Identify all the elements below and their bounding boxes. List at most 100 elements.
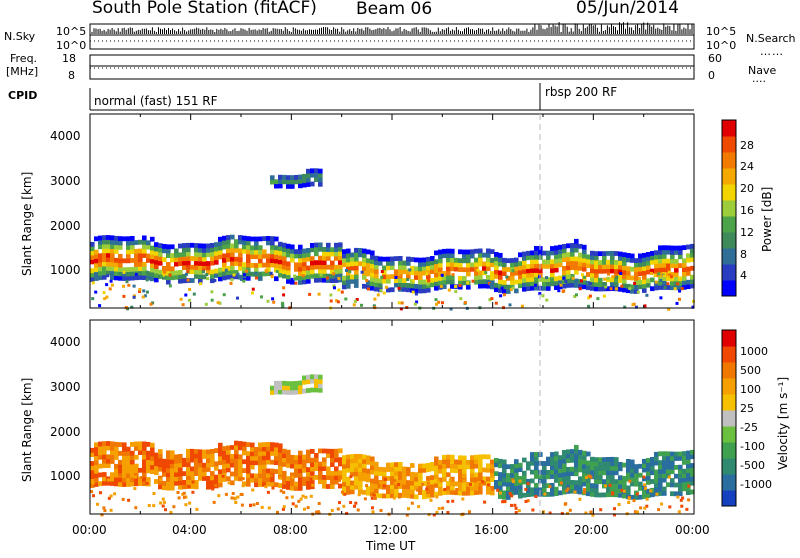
data-cell — [234, 243, 239, 249]
data-cell — [554, 249, 559, 255]
data-cell — [666, 276, 671, 282]
scatter-cell — [490, 297, 494, 301]
data-cell — [210, 251, 215, 257]
data-cell — [310, 479, 315, 485]
data-cell — [674, 259, 679, 264]
scatter-cell — [678, 297, 681, 301]
data-cell — [174, 270, 179, 276]
data-cell — [474, 481, 479, 487]
data-cell — [686, 490, 691, 495]
nsky-tick-high: 10^5 — [56, 25, 87, 38]
data-cell — [394, 479, 399, 485]
data-cell — [638, 472, 643, 478]
data-cell — [126, 482, 131, 487]
data-cell — [126, 271, 131, 277]
data-cell — [190, 256, 195, 261]
data-cell — [198, 471, 203, 477]
data-cell — [470, 472, 475, 478]
data-cell — [318, 264, 323, 270]
data-cell — [338, 483, 343, 489]
nsky-trace — [89, 22, 694, 42]
data-cell — [98, 257, 103, 263]
scatter-cell — [281, 507, 285, 511]
scatter-cell — [655, 492, 659, 496]
data-cell — [234, 476, 239, 481]
data-cell — [570, 256, 575, 262]
data-cell — [218, 447, 223, 452]
data-cell — [174, 257, 179, 263]
data-cell — [366, 267, 371, 272]
data-cell — [418, 490, 423, 495]
data-cell — [218, 460, 223, 466]
data-cell — [482, 279, 487, 284]
power-cbar-tick-5: 8 — [740, 248, 747, 261]
data-cell — [318, 461, 323, 467]
data-cell — [162, 244, 167, 249]
data-cell — [606, 286, 611, 292]
data-cell — [182, 480, 187, 485]
data-cell — [654, 267, 659, 273]
scatter-cell — [231, 492, 235, 495]
data-cell — [246, 245, 251, 250]
data-cell — [242, 441, 247, 447]
data-cell — [270, 236, 275, 241]
data-cell — [662, 491, 667, 496]
data-cell — [482, 261, 487, 267]
data-cell — [298, 468, 303, 474]
data-cell — [218, 276, 223, 282]
scatter-cell — [440, 273, 444, 277]
data-cell — [682, 271, 687, 277]
scatter-cell — [411, 279, 415, 283]
data-cell — [410, 265, 415, 271]
scatter-cell — [393, 478, 397, 482]
data-cell — [542, 250, 547, 256]
data-cell — [422, 494, 427, 500]
scatter-cell — [405, 513, 409, 517]
data-cell — [238, 235, 243, 240]
scatter-cell — [353, 504, 356, 508]
data-cell — [434, 250, 439, 256]
data-cell — [442, 284, 447, 289]
data-cell — [270, 249, 275, 255]
data-cell — [498, 252, 503, 258]
velocity-colorbar — [721, 329, 737, 507]
data-cell — [202, 265, 207, 271]
data-cell — [114, 240, 119, 246]
scatter-cell — [476, 268, 480, 272]
data-cell — [414, 257, 419, 263]
data-cell — [662, 455, 667, 461]
data-cell — [530, 491, 535, 497]
data-cell — [402, 484, 407, 489]
data-cell — [138, 275, 143, 280]
data-cell — [658, 263, 663, 268]
data-cell — [562, 283, 567, 289]
data-cell — [574, 444, 579, 450]
data-cell — [346, 459, 351, 464]
colorbar-segment — [722, 168, 736, 185]
data-cell — [442, 459, 447, 465]
data-cell — [314, 378, 319, 384]
data-cell — [582, 477, 587, 482]
data-cell — [690, 480, 695, 486]
data-cell — [634, 284, 639, 290]
data-cell — [194, 449, 199, 454]
data-cell — [622, 283, 627, 288]
scatter-cell — [425, 487, 429, 491]
data-cell — [642, 489, 647, 495]
data-cell — [254, 451, 259, 457]
data-cell — [370, 285, 375, 291]
data-cell — [570, 453, 575, 459]
scatter-cell — [623, 305, 627, 309]
data-cell — [526, 483, 531, 489]
data-cell — [126, 468, 131, 474]
data-cell — [114, 446, 119, 452]
scatter-cell — [534, 283, 537, 287]
data-cell — [510, 468, 515, 474]
data-cell — [290, 390, 295, 395]
data-cell — [670, 285, 675, 291]
data-cell — [238, 463, 243, 468]
scatter-cell — [367, 287, 370, 291]
data-cell — [206, 458, 211, 464]
data-cell — [614, 277, 619, 283]
data-cell — [338, 260, 343, 265]
